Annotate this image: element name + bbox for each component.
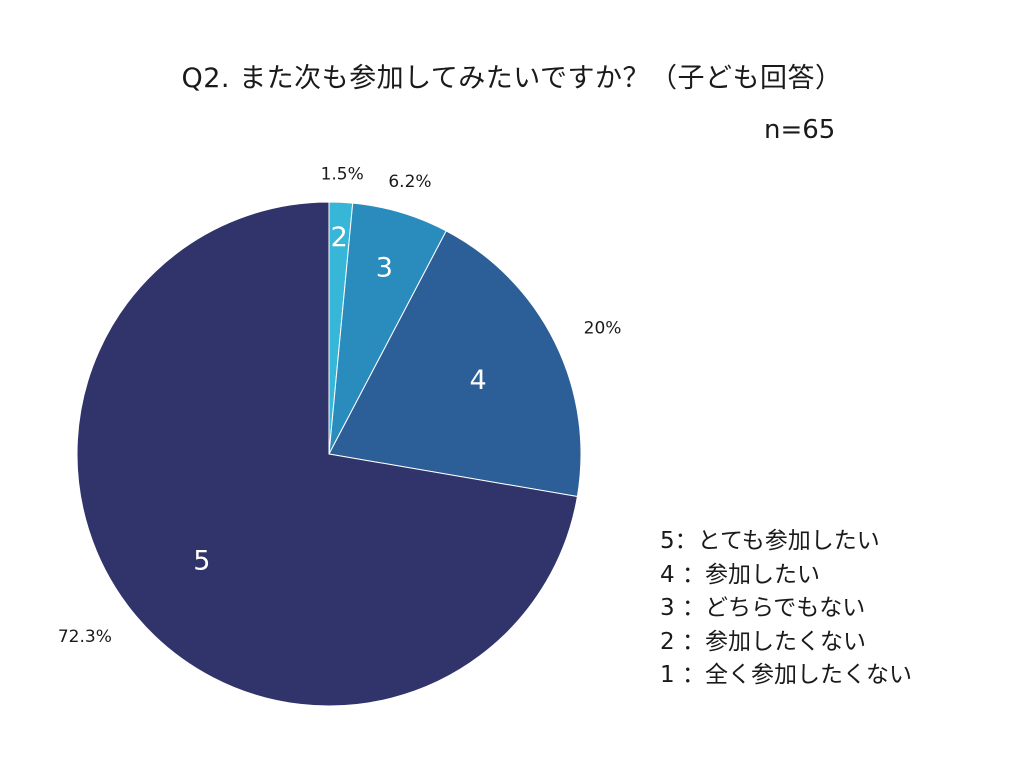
chart-title: Q2. また次も参加してみたいですか？（子ども回答） <box>181 63 843 94</box>
legend-item-5: 5：とても参加したい <box>660 528 880 554</box>
pie-slices <box>76 201 582 707</box>
legend-item-2: 2 ：参加したくない <box>660 628 866 655</box>
legend-item-1: 1 ：全く参加したくない <box>660 662 912 688</box>
pie-slice-5 <box>76 201 578 707</box>
slice-label-3: 3 <box>376 253 393 284</box>
pct-label-4: 20% <box>584 318 622 338</box>
pct-label-5: 72.3% <box>58 627 112 647</box>
slice-label-4: 4 <box>470 365 487 396</box>
pie-labels: 2 1.5% 3 6.2% 4 20% 5 72.3% <box>58 164 622 647</box>
pct-label-3: 6.2% <box>388 172 431 192</box>
slice-label-2: 2 <box>331 222 348 253</box>
sample-size-label: n=65 <box>764 115 836 145</box>
legend-item-4: 4 ：参加したい <box>660 561 820 588</box>
legend-item-3: 3 ：どちらでもない <box>660 595 866 621</box>
slice-label-5: 5 <box>193 546 210 577</box>
pie-slice-4 <box>328 230 582 498</box>
legend: 5：とても参加したい 4 ：参加したい 3 ：どちらでもない 2 ：参加したくな… <box>660 525 912 693</box>
pct-label-2: 1.5% <box>321 164 364 184</box>
